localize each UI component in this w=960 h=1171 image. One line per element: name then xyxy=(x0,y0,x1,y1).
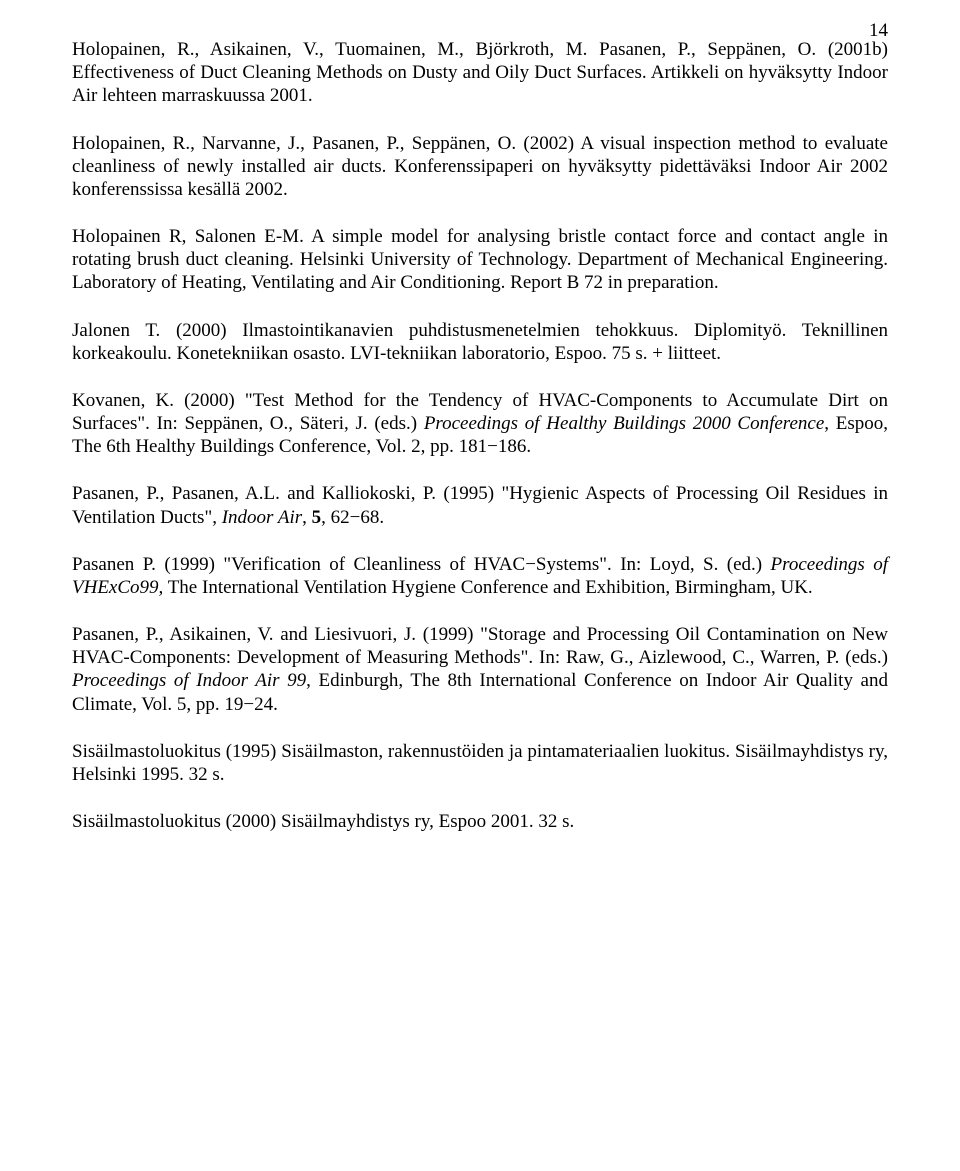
reference-paragraph: Pasanen P. (1999) "Verification of Clean… xyxy=(72,553,888,599)
text-segment: 5 xyxy=(312,507,322,528)
reference-paragraph: Sisäilmastoluokitus (2000) Sisäilmayhdis… xyxy=(72,810,888,833)
reference-paragraph: Holopainen, R., Narvanne, J., Pasanen, P… xyxy=(72,132,888,202)
text-segment: Proceedings of Indoor Air 99 xyxy=(72,670,306,691)
reference-paragraph: Sisäilmastoluokitus (1995) Sisäilmaston,… xyxy=(72,740,888,786)
document-page: 14 Holopainen, R., Asikainen, V., Tuomai… xyxy=(0,0,960,1171)
reference-paragraph: Jalonen T. (2000) Ilmastointikanavien pu… xyxy=(72,319,888,365)
reference-paragraph: Pasanen, P., Pasanen, A.L. and Kalliokos… xyxy=(72,482,888,528)
text-segment: Jalonen T. (2000) Ilmastointikanavien pu… xyxy=(72,320,888,364)
page-number: 14 xyxy=(869,20,888,42)
text-segment: Sisäilmastoluokitus (2000) Sisäilmayhdis… xyxy=(72,811,574,832)
text-segment: Sisäilmastoluokitus (1995) Sisäilmaston,… xyxy=(72,741,888,785)
text-segment: Pasanen P. (1999) "Verification of Clean… xyxy=(72,554,771,575)
text-segment: Holopainen, R., Narvanne, J., Pasanen, P… xyxy=(72,133,888,200)
text-segment: Pasanen, P., Pasanen, A.L. and Kalliokos… xyxy=(72,483,888,527)
text-segment: Indoor Air xyxy=(222,507,302,528)
text-segment: Proceedings of Healthy Buildings 2000 Co… xyxy=(424,413,824,434)
text-segment: , xyxy=(302,507,312,528)
reference-paragraph: Pasanen, P., Asikainen, V. and Liesivuor… xyxy=(72,623,888,716)
text-segment: Pasanen, P., Asikainen, V. and Liesivuor… xyxy=(72,624,888,668)
text-segment: , 62−68. xyxy=(321,507,384,528)
text-segment: The International Ventilation Hygiene Co… xyxy=(163,577,812,598)
text-segment: Holopainen, R., Asikainen, V., Tuomainen… xyxy=(72,39,888,106)
reference-paragraph: Kovanen, K. (2000) "Test Method for the … xyxy=(72,389,888,459)
text-segment: Holopainen R, Salonen E-M. A simple mode… xyxy=(72,226,888,293)
reference-paragraph: Holopainen, R., Asikainen, V., Tuomainen… xyxy=(72,38,888,108)
references-list: Holopainen, R., Asikainen, V., Tuomainen… xyxy=(72,38,888,833)
reference-paragraph: Holopainen R, Salonen E-M. A simple mode… xyxy=(72,225,888,295)
